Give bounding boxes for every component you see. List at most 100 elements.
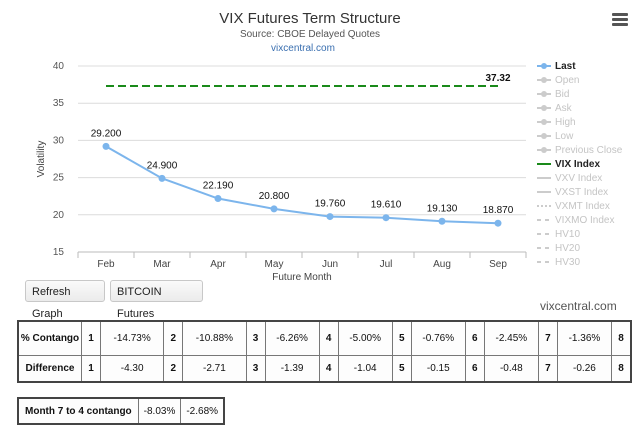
last-data-label: 19.760 [315, 199, 346, 210]
value-cell: -6.26% [264, 320, 320, 356]
chart-title: VIX Futures Term Structure [219, 10, 400, 27]
value-cell: -1.36% [556, 320, 613, 356]
index-cell: 8 [611, 320, 632, 356]
x-tick-label: Apr [210, 259, 226, 270]
legend-item[interactable]: Ask [555, 103, 573, 114]
x-axis-label: Future Month [272, 272, 331, 283]
value-cell: -1.39 [264, 355, 320, 383]
last-data-label: 22.190 [203, 181, 234, 192]
legend-marker [541, 133, 547, 139]
legend-item[interactable]: VIX Index [555, 159, 600, 170]
x-tick-label: May [265, 259, 284, 270]
legend-item[interactable]: Low [555, 131, 574, 142]
index-cell: 7 [537, 355, 558, 383]
value-cell: -4.30 [99, 355, 165, 383]
last-data-label: 20.800 [259, 191, 290, 202]
index-cell: 7 [537, 320, 558, 356]
difference-row-label: Difference [17, 355, 82, 383]
x-tick-label: Jun [322, 259, 338, 270]
legend-item[interactable]: VXV Index [555, 173, 602, 184]
legend-item[interactable]: VXMT Index [555, 201, 610, 212]
index-cell: 1 [81, 320, 101, 356]
legend-item[interactable]: High [555, 117, 576, 128]
value-cell: -1.04 [337, 355, 393, 383]
index-cell: 6 [464, 355, 485, 383]
value-cell: -5.00% [337, 320, 393, 356]
legend-item[interactable]: HV30 [555, 257, 580, 268]
last-data-point [102, 142, 110, 150]
table-row: % Contango 1 -14.73% 2 -10.88% 3 -6.26% … [17, 320, 632, 356]
value-cell: -0.26 [556, 355, 613, 383]
legend-item[interactable]: Open [555, 75, 579, 86]
last-data-point [382, 214, 390, 222]
credit-link[interactable]: vixcentral.com [540, 299, 617, 313]
vix-index-label: 37.32 [485, 73, 510, 84]
y-tick-label: 35 [53, 98, 65, 109]
value-cell: -0.48 [483, 355, 539, 383]
index-cell: 4 [318, 320, 339, 356]
y-tick-label: 20 [53, 210, 65, 221]
last-data-point [326, 213, 334, 221]
contango-table: % Contango 1 -14.73% 2 -10.88% 3 -6.26% … [17, 320, 632, 383]
legend-item[interactable]: Last [555, 61, 576, 72]
value-cell: -8.03% [137, 397, 182, 425]
index-cell: 3 [245, 355, 266, 383]
x-tick-label: Mar [153, 259, 171, 270]
index-cell: 4 [318, 355, 339, 383]
refresh-graph-button[interactable]: Refresh Graph [25, 280, 105, 320]
y-tick-label: 40 [53, 61, 65, 72]
last-data-point [438, 217, 446, 225]
bitcoin-futures-button[interactable]: BITCOIN Futures [110, 280, 203, 320]
legend-marker [541, 91, 547, 97]
legend-marker [541, 63, 547, 69]
last-data-point [158, 174, 166, 182]
last-data-label: 29.200 [91, 128, 122, 139]
index-cell: 3 [245, 320, 266, 356]
legend-item[interactable]: VIXMO Index [555, 215, 614, 226]
legend-item[interactable]: Previous Close [555, 145, 623, 156]
value-cell: -0.15 [410, 355, 466, 383]
index-cell: 5 [391, 355, 412, 383]
legend-item[interactable]: HV10 [555, 229, 580, 240]
last-data-label: 18.870 [483, 205, 514, 216]
value-cell: -0.76% [410, 320, 466, 356]
last-data-point [270, 205, 278, 213]
value-cell: -14.73% [99, 320, 165, 356]
legend-marker [541, 119, 547, 125]
index-cell: 5 [391, 320, 412, 356]
index-cell: 6 [464, 320, 485, 356]
legend-item[interactable]: Bid [555, 89, 569, 100]
x-tick-label: Aug [433, 259, 451, 270]
legend-item[interactable]: HV20 [555, 243, 580, 254]
table-row: Month 7 to 4 contango -8.03% -2.68% [17, 397, 225, 425]
x-tick-label: Jul [380, 259, 393, 270]
index-cell: 2 [163, 320, 184, 356]
legend-marker [541, 105, 547, 111]
x-tick-label: Sep [489, 259, 507, 270]
chart-panel: VIX Futures Term Structure Source: CBOE D… [15, 0, 635, 313]
value-cell: -10.88% [182, 320, 247, 356]
month-contango-table: Month 7 to 4 contango -8.03% -2.68% [17, 397, 226, 425]
last-data-label: 19.610 [371, 200, 402, 211]
y-tick-label: 15 [53, 247, 65, 258]
vix-term-structure-chart: VIX Futures Term Structure Source: CBOE D… [36, 10, 623, 283]
y-tick-label: 30 [53, 135, 65, 146]
last-series-line [105, 145, 499, 225]
chart-subtitle: Source: CBOE Delayed Quotes [240, 29, 380, 40]
y-axis-label: Volatility [36, 141, 47, 178]
last-data-label: 19.130 [427, 203, 458, 214]
index-cell: 2 [163, 355, 184, 383]
chart-menu-icon[interactable] [612, 13, 628, 27]
legend-item[interactable]: VXST Index [555, 187, 608, 198]
value-cell: -2.71 [182, 355, 247, 383]
last-data-label: 24.900 [147, 160, 178, 171]
value-cell: -2.45% [483, 320, 539, 356]
month-contango-label: Month 7 to 4 contango [17, 397, 139, 425]
legend-marker [541, 147, 547, 153]
contango-row-label: % Contango [17, 320, 82, 356]
x-tick-label: Feb [97, 259, 115, 270]
value-cell: -2.68% [180, 397, 225, 425]
index-cell: 8 [611, 355, 632, 383]
last-data-point [214, 195, 222, 203]
y-tick-label: 25 [53, 173, 65, 184]
